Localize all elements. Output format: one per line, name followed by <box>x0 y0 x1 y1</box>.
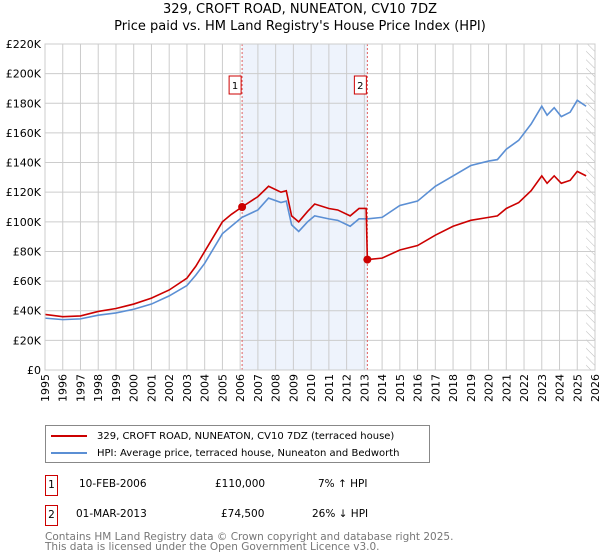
x-tick-label: 1995 <box>39 374 52 402</box>
chart-title: 329, CROFT ROAD, NUNEATON, CV10 7DZ <box>162 2 437 17</box>
sale-badge <box>228 75 242 95</box>
legend-line-red <box>51 435 87 437</box>
y-tick-label: £100K <box>6 216 42 229</box>
x-tick-label: 2025 <box>571 374 584 402</box>
transaction-row: 1 10-FEB-2006 £110,000 7% ↑ HPI <box>45 475 545 497</box>
x-tick-label: 2015 <box>394 374 407 402</box>
x-tick-label: 2007 <box>252 374 265 402</box>
forecast-hatch <box>586 44 595 370</box>
x-tick-label: 1999 <box>110 374 123 402</box>
y-tick-label: £80K <box>13 245 42 258</box>
transaction-price: £74,500 <box>221 508 265 520</box>
y-tick-label: £20K <box>13 334 42 347</box>
transaction-price: £110,000 <box>215 478 266 490</box>
sale-point <box>238 203 247 211</box>
sale-badge-label: 2 <box>357 81 363 92</box>
y-tick-label: £200K <box>6 68 42 81</box>
transaction-date: 10-FEB-2006 <box>79 478 147 490</box>
x-tick-label: 2014 <box>376 374 389 402</box>
x-tick-label: 2005 <box>216 374 229 402</box>
x-tick-label: 2024 <box>554 374 567 402</box>
sale-badge-label: 1 <box>232 81 238 92</box>
legend-item-property: 329, CROFT ROAD, NUNEATON, CV10 7DZ (ter… <box>51 428 394 444</box>
hpi-line <box>44 99 587 321</box>
x-tick-label: 2008 <box>270 374 283 402</box>
x-tick-label: 2001 <box>145 374 158 402</box>
x-tick-label: 2009 <box>287 374 300 402</box>
y-tick-label: £0 <box>27 364 41 377</box>
x-tick-label: 2021 <box>500 374 513 402</box>
footer-licence: This data is licensed under the Open Gov… <box>45 541 380 553</box>
y-tick-label: £40K <box>13 305 42 318</box>
x-tick-label: 1997 <box>74 374 87 402</box>
plot-border <box>44 43 596 371</box>
transaction-badge: 2 <box>45 505 58 526</box>
footer-copyright: Contains HM Land Registry data © Crown c… <box>45 531 454 543</box>
sale-badge <box>353 75 367 95</box>
x-tick-label: 2010 <box>305 374 318 402</box>
legend-item-hpi: HPI: Average price, terraced house, Nune… <box>51 445 400 461</box>
x-tick-label: 2020 <box>483 374 496 402</box>
y-tick-label: £180K <box>6 97 42 110</box>
x-tick-label: 1996 <box>57 374 70 402</box>
x-tick-label: 2022 <box>518 374 531 402</box>
y-tick-label: £220K <box>6 38 42 51</box>
chart-subtitle: Price paid vs. HM Land Registry's House … <box>114 19 486 34</box>
y-tick-label: £140K <box>6 157 42 170</box>
sale-point <box>363 255 372 264</box>
legend-label: HPI: Average price, terraced house, Nune… <box>97 447 400 459</box>
transaction-row: 2 01-MAR-2013 £74,500 26% ↓ HPI <box>45 505 545 527</box>
x-tick-label: 2006 <box>234 374 247 402</box>
y-tick-label: £60K <box>13 275 42 288</box>
legend-label: 329, CROFT ROAD, NUNEATON, CV10 7DZ (ter… <box>97 430 395 442</box>
x-tick-label: 2016 <box>412 374 425 402</box>
x-tick-label: 1998 <box>92 374 105 402</box>
x-tick-label: 2017 <box>429 374 442 402</box>
plot-area: £0 £20K £40K £60K £80K £100K £120K £140K £160K £1… <box>6 38 600 402</box>
y-tick-label: £160K <box>6 127 42 140</box>
y-tick-label: £120K <box>6 186 42 199</box>
x-tick-label: 2000 <box>128 374 141 402</box>
x-tick-label: 2013 <box>358 374 371 402</box>
x-tick-label: 2004 <box>199 374 212 402</box>
transaction-date: 01-MAR-2013 <box>76 508 147 520</box>
transaction-hpi: 7% ↑ HPI <box>318 478 368 490</box>
x-tick-label: 2018 <box>447 374 460 402</box>
x-tick-label: 2019 <box>465 374 478 402</box>
x-tick-label: 2026 <box>589 374 600 402</box>
x-tick-label: 2023 <box>536 374 549 402</box>
x-tick-label: 2003 <box>181 374 194 402</box>
x-tick-label: 2002 <box>163 374 176 402</box>
transaction-hpi: 26% ↓ HPI <box>312 508 369 520</box>
x-tick-label: 2012 <box>341 374 354 402</box>
legend-line-blue <box>51 452 87 454</box>
x-tick-label: 2011 <box>323 374 336 402</box>
property-price-line <box>44 170 587 318</box>
transaction-badge: 1 <box>45 475 58 496</box>
legend: 329, CROFT ROAD, NUNEATON, CV10 7DZ (ter… <box>45 425 430 463</box>
